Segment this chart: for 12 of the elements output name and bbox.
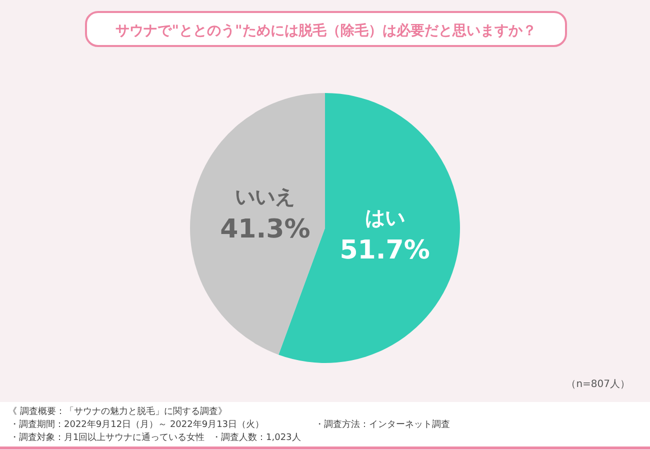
text: ・調査期間：2022年9月12日（月）～ 2022年9月13日（火） xyxy=(10,419,264,430)
data-label: 51.7% xyxy=(340,236,430,266)
slice-label: はい xyxy=(364,206,405,230)
text: ・調査対象：月1回以上サウナに通っている女性 xyxy=(10,432,205,443)
text: ・調査人数：1,023人 xyxy=(212,432,301,443)
slice-label: いいえ xyxy=(235,184,296,208)
data-label: 41.3% xyxy=(220,214,310,244)
chart-title: サウナで"ととのう"ためには脱毛（除毛）は必要だと思いますか？ xyxy=(116,22,536,39)
text: （n=807人） xyxy=(566,379,630,390)
pie-slice xyxy=(190,93,325,355)
text: 《 調査概要：「サウナの魅力と脱毛」に関する調査》 xyxy=(8,406,227,417)
text: ・調査方法：インターネット調査 xyxy=(315,419,450,430)
